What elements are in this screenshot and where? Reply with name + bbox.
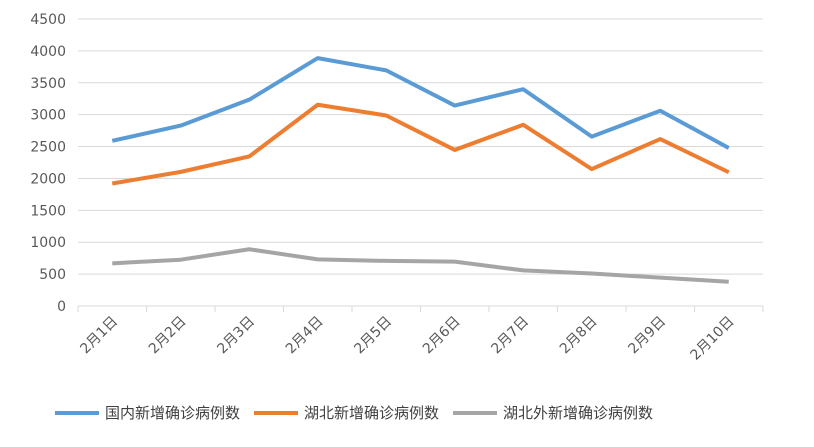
y-tick-label: 4000 — [30, 44, 66, 60]
y-tick-label: 4500 — [30, 12, 66, 28]
x-tick-label: 2月10日 — [688, 314, 738, 364]
series-line — [111, 102, 730, 186]
legend-swatch — [55, 410, 99, 415]
x-tick-label: 2月2日 — [146, 314, 190, 358]
y-tick-label: 3000 — [30, 108, 66, 124]
legend-item: 国内新增确诊病例数 — [55, 402, 240, 423]
x-tick-label: 2月6日 — [420, 314, 464, 358]
legend-label: 国内新增确诊病例数 — [105, 404, 241, 422]
x-tick-label: 2月9日 — [625, 314, 669, 358]
y-tick-label: 1500 — [30, 203, 66, 219]
x-tick-label: 2月1日 — [77, 314, 121, 358]
y-tick-label: 2500 — [30, 140, 66, 156]
legend-label: 湖北新增确诊病例数 — [304, 404, 440, 422]
y-tick-label: 500 — [39, 267, 66, 283]
series-line — [111, 56, 730, 150]
legend-label: 湖北外新增确诊病例数 — [503, 404, 654, 422]
legend-swatch — [453, 410, 498, 415]
x-tick-label: 2月7日 — [488, 314, 532, 358]
y-tick-label: 1000 — [30, 235, 66, 251]
line-chart: 0 500 1000 1500 2000 2500 3000 3500 4000 4500 2月1日… — [30, 12, 764, 364]
legend-item: 湖北外新增确诊病例数 — [453, 402, 653, 423]
legend-item: 湖北新增确诊病例数 — [254, 402, 439, 423]
x-tick-label: 2月5日 — [351, 314, 395, 358]
legend: 国内新增确诊病例数 湖北新增确诊病例数 湖北外新增确诊病例数 — [55, 402, 653, 423]
y-tick-label: 2000 — [30, 171, 66, 187]
y-tick-label: 0 — [57, 299, 66, 315]
legend-swatch — [254, 410, 299, 415]
x-tick-label: 2月4日 — [283, 314, 327, 358]
x-tick-label: 2月3日 — [214, 314, 258, 358]
y-tick-label: 3500 — [30, 76, 66, 92]
series-line — [112, 247, 729, 284]
x-tick-label: 2月8日 — [557, 314, 601, 358]
